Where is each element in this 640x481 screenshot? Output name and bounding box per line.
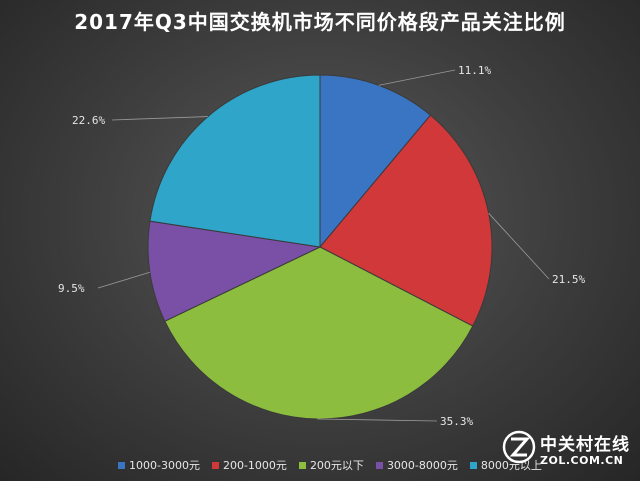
leader-lines [97, 69, 550, 422]
slice-value-label: 22.6% [72, 114, 105, 127]
legend-label: 8000元以上 [480, 459, 542, 472]
pie-slice [149, 74, 321, 248]
pie-slices [147, 74, 493, 420]
slice-value-label: 11.1% [458, 64, 491, 77]
zol-logo-icon [502, 430, 536, 464]
legend: 1000-3000元 200-1000元 200元以下 3000-8000元 8… [118, 457, 542, 473]
chart-title: 2017年Q3中国交换机市场不同价格段产品关注比例 [74, 10, 566, 34]
slice-value-label: 21.5% [552, 273, 585, 286]
leader-line [317, 418, 438, 422]
legend-swatch [211, 461, 219, 469]
leader-line [111, 116, 208, 121]
legend-label: 200元以下 [309, 459, 364, 472]
leader-line [378, 69, 456, 86]
legend-label: 1000-3000元 [129, 459, 200, 472]
pie-slice [164, 246, 474, 420]
slice-value-label: 9.5% [58, 282, 85, 295]
watermark-name-en: ZOL.COM.CN [540, 454, 624, 467]
pie-slice [319, 114, 493, 327]
legend-swatch [469, 461, 477, 469]
legend-label: 3000-8000元 [386, 459, 458, 472]
pie-slice [147, 220, 322, 322]
legend-item: 200-1000元 [211, 457, 287, 473]
slice-labels: 11.1% 21.5% 35.3% 9.5% 22.6% [58, 64, 585, 428]
legend-item: 3000-8000元 [375, 457, 458, 473]
watermark-name-cn: 中关村在线 [540, 435, 630, 455]
legend-swatch [375, 461, 383, 469]
slice-value-label: 35.3% [440, 415, 473, 428]
pie-slice [319, 74, 432, 249]
legend-item: 8000元以上 [469, 457, 542, 473]
legend-label: 200-1000元 [222, 459, 287, 472]
legend-swatch [298, 461, 306, 469]
legend-swatch [118, 461, 125, 469]
zol-watermark: 中关村在线 ZOL.COM.CN [502, 428, 632, 474]
legend-item: 1000-3000元 [118, 457, 200, 473]
legend-item: 200元以下 [298, 457, 364, 473]
leader-line [488, 212, 550, 280]
leader-line [97, 271, 150, 289]
